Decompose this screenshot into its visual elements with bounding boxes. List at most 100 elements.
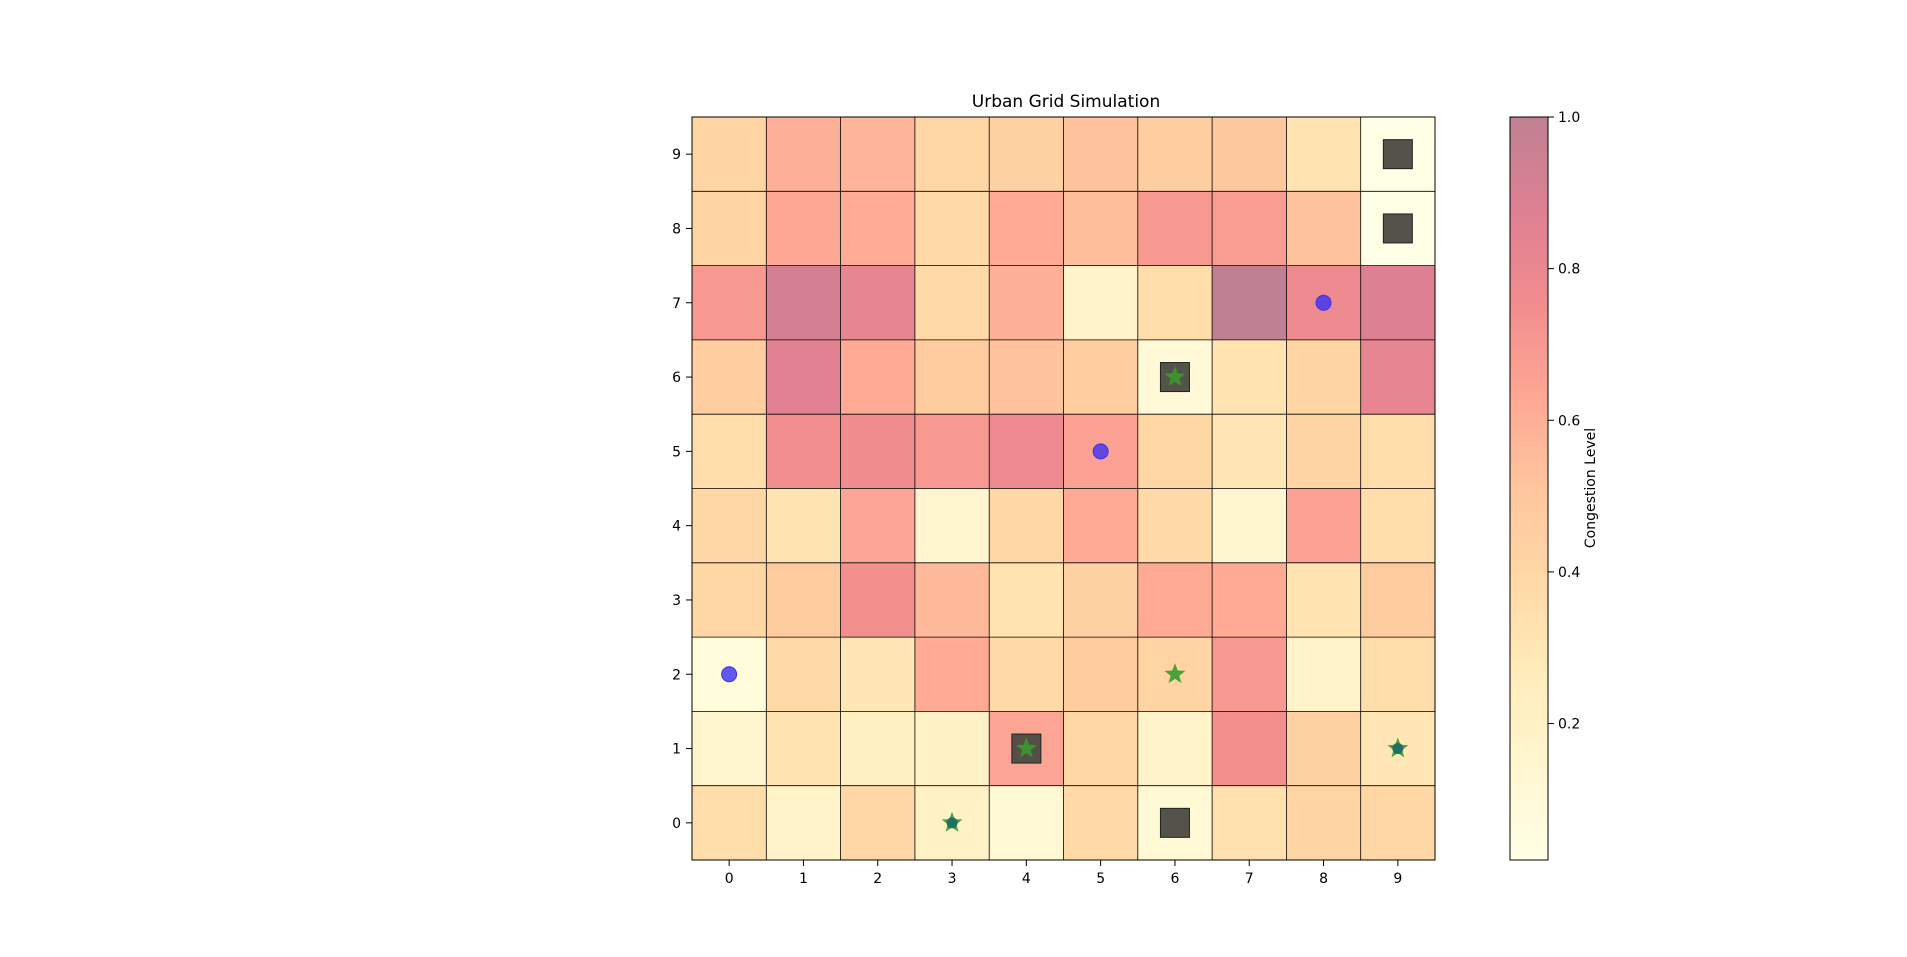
heatmap-cell bbox=[989, 265, 1064, 340]
chart-title: Urban Grid Simulation bbox=[972, 92, 1160, 112]
colorbar-tick-label: 1.0 bbox=[1558, 110, 1580, 126]
heatmap-cell bbox=[989, 637, 1064, 712]
x-tick-label: 6 bbox=[1170, 871, 1179, 887]
heatmap-cell bbox=[1360, 265, 1435, 340]
heatmap-cell bbox=[692, 785, 767, 860]
heatmap-cell bbox=[766, 488, 841, 563]
heatmap-cell bbox=[840, 637, 915, 712]
x-axis-ticks: 0 1 2 3 4 5 6 7 8 9 bbox=[725, 860, 1402, 887]
y-tick-label: 5 bbox=[672, 444, 681, 460]
heatmap-cell bbox=[766, 265, 841, 340]
heatmap-cell bbox=[1063, 117, 1138, 192]
heatmap-cell bbox=[692, 711, 767, 786]
colorbar-tick-label: 0.6 bbox=[1558, 413, 1580, 429]
heatmap-cell bbox=[692, 562, 767, 638]
heatmap-cell bbox=[1286, 562, 1361, 638]
heatmap-cell bbox=[840, 339, 915, 415]
heatmap-cell bbox=[1212, 191, 1287, 266]
heatmap-cell bbox=[1137, 265, 1213, 340]
x-tick-label: 7 bbox=[1245, 871, 1254, 887]
heatmap-cell bbox=[766, 117, 841, 192]
heatmap-cell bbox=[989, 785, 1064, 860]
building-marker bbox=[1382, 213, 1413, 244]
vehicle-marker bbox=[1092, 443, 1109, 460]
colorbar-tick-label: 0.4 bbox=[1558, 565, 1580, 581]
x-tick-label: 0 bbox=[725, 871, 734, 887]
building-marker bbox=[1382, 139, 1413, 170]
star-marker bbox=[1015, 737, 1037, 758]
heatmap-cell bbox=[1360, 785, 1435, 860]
heatmap-cell bbox=[1360, 488, 1435, 563]
heatmap-cell bbox=[914, 265, 990, 340]
heatmap-cell bbox=[1063, 488, 1138, 563]
heatmap-cell bbox=[840, 414, 915, 489]
heatmap-cell bbox=[840, 711, 915, 786]
markers-layer bbox=[721, 139, 1413, 838]
heatmap-cell bbox=[1063, 191, 1138, 266]
vehicle-marker bbox=[721, 666, 738, 683]
heatmap-cell bbox=[766, 637, 841, 712]
heatmap-cell bbox=[1137, 117, 1213, 192]
heatmap-cell bbox=[1063, 637, 1138, 712]
heatmap-cell bbox=[1286, 414, 1361, 489]
heatmap-cell bbox=[989, 339, 1064, 415]
heatmap-cell bbox=[914, 711, 990, 786]
heatmap-cell bbox=[1063, 711, 1138, 786]
heatmap-cell bbox=[1212, 265, 1287, 340]
heatmap-cell bbox=[840, 191, 915, 266]
heatmap-cell bbox=[989, 117, 1064, 192]
heatmap-cell bbox=[1360, 339, 1435, 415]
heatmap-cell bbox=[692, 488, 767, 563]
y-axis-ticks: 0 1 2 3 4 5 6 7 8 9 bbox=[672, 147, 692, 832]
heatmap-cells bbox=[692, 117, 1435, 860]
heatmap-cell bbox=[692, 265, 767, 340]
heatmap-cell bbox=[989, 191, 1064, 266]
heatmap-cell bbox=[914, 562, 990, 638]
heatmap-cell bbox=[914, 339, 990, 415]
colorbar-scale bbox=[1509, 116, 1549, 861]
y-tick-label: 0 bbox=[672, 816, 681, 832]
heatmap-cell bbox=[914, 117, 990, 192]
heatmap-cell bbox=[1212, 117, 1287, 192]
heatmap-cell bbox=[1063, 562, 1138, 638]
heatmap-cell bbox=[840, 785, 915, 860]
heatmap-cell bbox=[1360, 562, 1435, 638]
heatmap-cell bbox=[1286, 637, 1361, 712]
y-tick-label: 3 bbox=[672, 593, 681, 609]
y-tick-label: 7 bbox=[672, 296, 681, 312]
y-tick-label: 6 bbox=[672, 370, 681, 386]
heatmap-cell bbox=[766, 711, 841, 786]
y-tick-label: 9 bbox=[672, 147, 681, 163]
heatmap-cell bbox=[989, 562, 1064, 638]
heatmap-cell bbox=[766, 339, 841, 415]
heatmap-cell bbox=[1063, 339, 1138, 415]
heatmap-cell bbox=[766, 562, 841, 638]
heatmap-cell bbox=[1137, 562, 1213, 638]
heatmap-cell bbox=[692, 117, 767, 192]
heatmap-cell bbox=[1212, 785, 1287, 860]
heatmap-cell bbox=[989, 488, 1064, 563]
y-tick-label: 4 bbox=[672, 519, 681, 535]
heatmap-cell bbox=[1360, 414, 1435, 489]
x-tick-label: 5 bbox=[1096, 871, 1105, 887]
colorbar-ticks: 0.2 0.4 0.6 0.8 1.0 bbox=[1548, 110, 1580, 733]
x-tick-label: 3 bbox=[948, 871, 957, 887]
heatmap-cell bbox=[1286, 711, 1361, 786]
x-tick-label: 2 bbox=[873, 871, 882, 887]
x-tick-label: 8 bbox=[1319, 871, 1328, 887]
heatmap-cell bbox=[989, 414, 1064, 489]
star-marker bbox=[1164, 663, 1186, 684]
heatmap-cell bbox=[692, 191, 767, 266]
plot-frame bbox=[691, 116, 1436, 861]
x-tick-label: 1 bbox=[799, 871, 808, 887]
heatmap-cell bbox=[1212, 488, 1287, 563]
heatmap-cell bbox=[1212, 339, 1287, 415]
heatmap-cell bbox=[840, 562, 915, 638]
heatmap-cell bbox=[1286, 117, 1361, 192]
heatmap-cell bbox=[1137, 711, 1213, 786]
y-tick-label: 8 bbox=[672, 221, 681, 237]
x-tick-label: 4 bbox=[1022, 871, 1031, 887]
heatmap-cell bbox=[1212, 637, 1287, 712]
heatmap-cell bbox=[914, 488, 990, 563]
